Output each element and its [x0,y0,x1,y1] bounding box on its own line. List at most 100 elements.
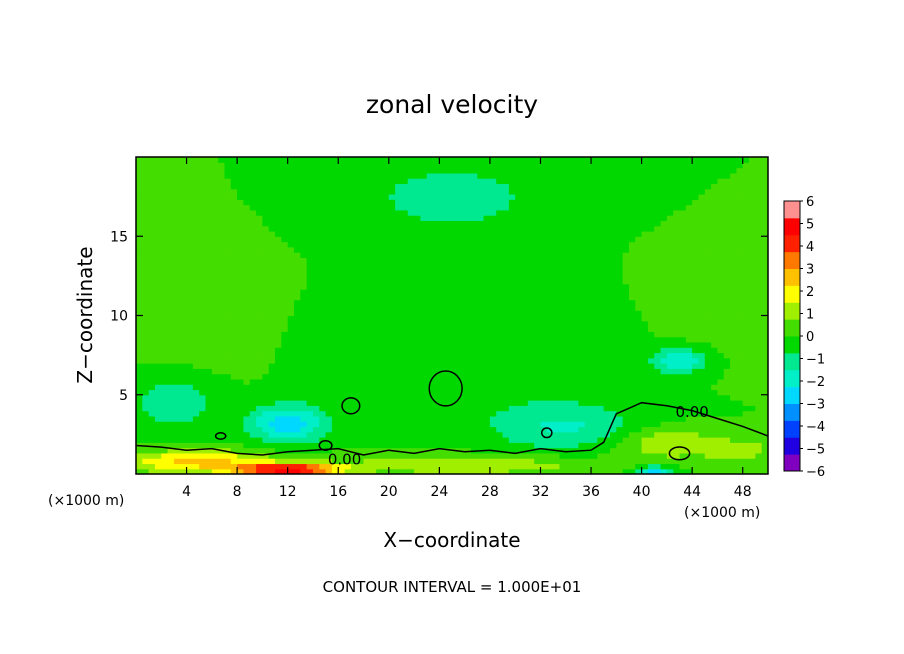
field-cell [553,458,561,465]
field-cell [338,273,346,280]
field-cell [660,437,668,443]
field-cell [452,167,459,174]
field-cell [401,157,409,163]
field-cell [433,204,440,211]
field-cell [470,294,478,301]
field-cell [218,241,226,248]
field-cell [458,320,466,327]
field-cell [515,310,523,317]
field-cell [426,331,434,338]
field-cell [243,431,251,438]
field-cell [230,400,238,406]
field-cell [249,357,257,364]
field-cell [603,304,611,311]
field-cell [262,220,270,227]
field-cell [161,389,169,396]
field-cell [167,458,175,465]
field-cell [527,341,535,348]
field-cell [622,368,630,375]
field-cell [376,458,384,465]
field-cell [338,278,346,285]
field-cell [357,273,365,280]
field-cell [489,215,497,221]
field-cell [350,378,358,385]
field-cell [211,273,219,280]
field-cell [628,331,636,338]
field-cell [553,442,561,449]
field-cell [483,294,491,301]
field-cell [559,347,567,354]
field-cell [268,378,276,385]
field-cell [477,437,485,443]
field-cell [395,278,403,285]
field-cell [275,230,282,237]
field-cell [641,463,649,470]
field-cell [363,357,371,364]
field-cell [376,304,384,311]
field-cell [521,373,529,380]
field-cell [439,347,447,354]
field-cell [306,426,314,433]
field-cell [224,421,232,428]
field-cell [534,204,542,211]
field-cell [395,468,403,474]
field-cell [161,241,169,248]
field-cell [224,241,232,248]
field-cell [136,421,143,428]
field-cell [199,188,207,195]
field-cell [616,257,624,264]
field-cell [452,278,459,285]
field-cell [426,437,434,443]
field-cell [628,463,636,470]
field-cell [628,262,636,269]
field-cell [515,199,523,206]
field-cell [275,331,282,338]
field-cell [628,193,636,200]
field-cell [161,310,169,317]
field-cell [167,304,175,311]
field-cell [306,183,314,190]
field-cell [401,267,409,274]
field-cell [654,304,662,311]
field-cell [325,188,333,195]
field-cell [306,452,314,459]
field-cell [363,225,371,232]
field-cell [464,304,472,311]
field-cell [148,162,156,169]
field-cell [553,204,561,211]
field-cell [502,394,510,401]
field-cell [243,415,251,422]
field-cell [224,415,232,422]
field-cell [173,447,181,454]
field-cell [312,405,320,412]
field-cell [521,225,529,232]
field-cell [243,315,251,322]
field-cell [584,468,592,474]
field-cell [142,378,150,385]
field-cell [388,378,396,385]
field-cell [142,289,150,295]
field-cell [439,410,447,417]
field-cell [572,357,579,364]
field-cell [508,220,516,227]
field-cell [527,209,535,216]
field-cell [205,304,213,311]
field-cell [205,400,213,406]
field-cell [578,326,586,332]
field-cell [464,426,472,433]
field-cell [559,326,567,332]
field-cell [363,252,371,258]
field-cell [376,447,384,454]
field-cell [616,394,624,401]
field-cell [142,215,150,221]
field-cell [262,447,270,454]
field-cell [603,326,611,332]
field-cell [205,299,213,306]
field-cell [306,400,314,406]
field-cell [262,209,270,216]
field-cell [243,252,251,258]
field-cell [464,220,472,227]
field-cell [622,267,630,274]
field-cell [496,463,504,470]
field-cell [237,326,245,332]
